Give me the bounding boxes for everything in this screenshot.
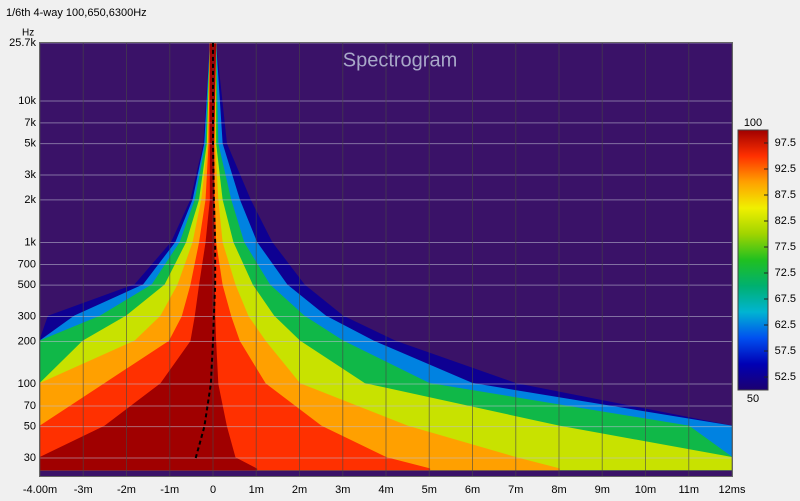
colorbar-min: 50 xyxy=(747,393,759,405)
x-tick-label: 8m xyxy=(551,484,566,496)
colorbar-tick-label: 72.5 xyxy=(775,267,796,279)
peak-line xyxy=(194,43,217,459)
colorbar-tick-label: 82.5 xyxy=(775,215,796,227)
colorbar-tick-label: 87.5 xyxy=(775,189,796,201)
x-tick-label: 0 xyxy=(210,484,216,496)
x-tick-label: 7m xyxy=(508,484,523,496)
y-tick-label: 5k xyxy=(24,138,36,150)
x-tick-label: -4.00m xyxy=(23,484,57,496)
y-tick-label: 700 xyxy=(18,258,36,270)
colorbar-tick-label: 52.5 xyxy=(775,371,796,383)
colorbar-tick-label: 62.5 xyxy=(775,319,796,331)
x-tick-label: 12ms xyxy=(719,484,746,496)
x-tick-label: 6m xyxy=(465,484,480,496)
x-tick-label: 4m xyxy=(378,484,393,496)
x-tick-label: 9m xyxy=(595,484,610,496)
x-tick-label: 3m xyxy=(335,484,350,496)
colorbar xyxy=(737,129,769,391)
plot-area xyxy=(40,43,732,476)
x-tick-label: 10m xyxy=(635,484,656,496)
x-tick-label: 5m xyxy=(422,484,437,496)
plot-title: Spectrogram xyxy=(343,49,458,71)
y-tick-label: 70 xyxy=(24,400,36,412)
x-tick-label: 11m xyxy=(678,484,699,496)
x-tick-label: 1m xyxy=(249,484,264,496)
y-tick-label: 10k xyxy=(18,95,36,107)
plot-frame xyxy=(39,42,733,477)
colorbar-tick-label: 97.5 xyxy=(775,137,796,149)
x-tick-label: -2m xyxy=(117,484,136,496)
x-tick-label: -3m xyxy=(74,484,93,496)
y-tick-label: 50 xyxy=(24,421,36,433)
y-tick-label: 7k xyxy=(24,117,36,129)
y-tick-label: 500 xyxy=(18,279,36,291)
y-tick-label: 1k xyxy=(24,236,36,248)
y-tick-label: 3k xyxy=(24,169,36,181)
x-tick-label: -1m xyxy=(160,484,179,496)
colorbar-tick-label: 67.5 xyxy=(775,293,796,305)
y-tick-label: 200 xyxy=(18,335,36,347)
window-title: 1/6th 4-way 100,650,6300Hz xyxy=(6,7,147,19)
y-tick-label: 30 xyxy=(24,452,36,464)
y-tick-label: 100 xyxy=(18,378,36,390)
y-tick-label: 25.7k xyxy=(9,37,36,49)
level-region xyxy=(40,43,258,471)
y-unit: Hz xyxy=(22,28,34,39)
y-tick-label: 2k xyxy=(24,194,36,206)
colorbar-tick-label: 77.5 xyxy=(775,241,796,253)
colorbar-tick-label: 57.5 xyxy=(775,345,796,357)
y-tick-label: 300 xyxy=(18,310,36,322)
colorbar-max: 100 xyxy=(744,117,762,129)
colorbar-tick-label: 92.5 xyxy=(775,163,796,175)
x-tick-label: 2m xyxy=(292,484,307,496)
